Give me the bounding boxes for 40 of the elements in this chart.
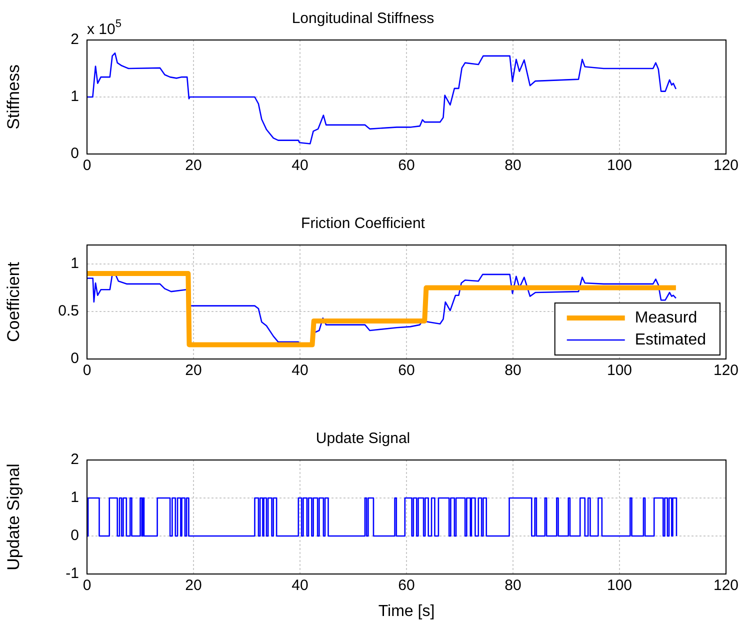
x-tick-label: 80	[504, 362, 522, 380]
x-tick-label: 40	[292, 577, 308, 594]
y-tick-label: 1	[70, 255, 79, 272]
x-tick-label: 100	[606, 362, 632, 380]
y-tick-label: 1	[70, 88, 79, 106]
y-tick-label: 2	[70, 31, 79, 48]
x-tick-label: 20	[185, 157, 202, 174]
y-axis-title: Update Signal	[4, 464, 23, 570]
x-tick-label: 20	[185, 577, 202, 594]
y-tick-label: 2	[70, 451, 79, 468]
chart-title: Longitudinal Stiffness	[292, 10, 434, 28]
legend-label: Estimated	[634, 331, 706, 348]
x-tick-label: 120	[713, 362, 739, 380]
y-tick-label: 0	[70, 350, 79, 368]
y-tick-label: 0	[70, 527, 79, 544]
x-tick-label: 80	[504, 577, 522, 594]
x-tick-label: 60	[398, 157, 415, 174]
x-tick-label: 0	[82, 577, 92, 594]
x-tick-label: 0	[82, 157, 92, 174]
y-axis-title: Coefficient	[4, 262, 23, 342]
y-tick-label: -1	[66, 565, 79, 582]
x-tick-label: 120	[713, 577, 739, 594]
y-tick-label: 0	[70, 145, 79, 162]
chart-title: Update Signal	[316, 430, 410, 448]
x-tick-label: 40	[292, 157, 308, 174]
chart-title: Friction Coefficient	[301, 215, 426, 232]
y-axis-title: Stiffness	[4, 64, 23, 130]
x-tick-label: 20	[185, 362, 202, 380]
x-tick-label: 100	[606, 157, 632, 174]
x-tick-label: 0	[82, 362, 92, 380]
x-tick-label: 60	[398, 577, 415, 594]
x-tick-label: 100	[606, 577, 632, 594]
x-axis-title: Time [s]	[378, 602, 435, 620]
x-tick-label: 60	[398, 362, 415, 380]
y-tick-label: 0.5	[58, 302, 79, 320]
x-tick-label: 80	[504, 157, 522, 174]
x-tick-label: 120	[713, 157, 739, 174]
y-tick-label: 1	[70, 489, 79, 506]
x-tick-label: 40	[292, 362, 308, 380]
legend-label: Measurd	[634, 309, 698, 326]
